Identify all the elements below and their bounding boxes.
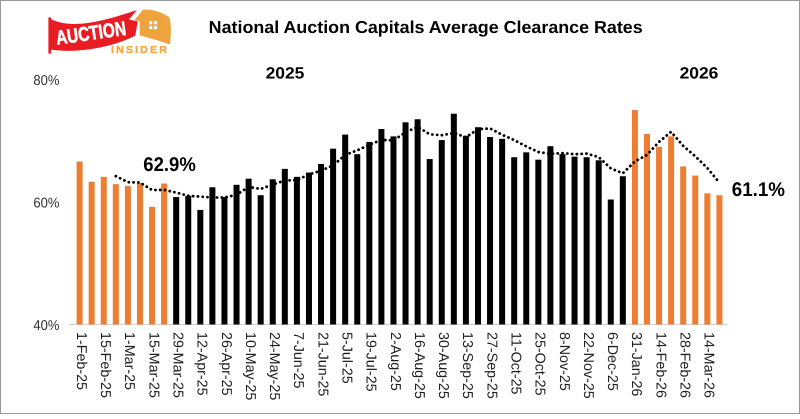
svg-text:1-Feb-25: 1-Feb-25 xyxy=(73,332,89,390)
svg-text:30-Aug-25: 30-Aug-25 xyxy=(435,332,451,399)
svg-text:27-Sep-25: 27-Sep-25 xyxy=(483,332,499,399)
svg-text:15-Mar-25: 15-Mar-25 xyxy=(145,332,161,398)
svg-text:13-Sep-25: 13-Sep-25 xyxy=(459,332,475,399)
svg-text:National Auction Capitals Aver: National Auction Capitals Average Cleara… xyxy=(209,17,643,37)
svg-text:60%: 60% xyxy=(33,195,59,211)
svg-text:14-Mar-26: 14-Mar-26 xyxy=(701,332,717,398)
svg-text:22-Nov-25: 22-Nov-25 xyxy=(580,332,596,399)
svg-text:14-Feb-26: 14-Feb-26 xyxy=(652,332,668,398)
svg-text:2025: 2025 xyxy=(266,65,305,83)
svg-text:40%: 40% xyxy=(33,318,59,334)
svg-text:12-Apr-25: 12-Apr-25 xyxy=(194,332,210,396)
svg-text:24-May-25: 24-May-25 xyxy=(266,332,282,400)
svg-text:8-Nov-25: 8-Nov-25 xyxy=(556,332,572,391)
svg-text:5-Jul-25: 5-Jul-25 xyxy=(338,332,354,384)
svg-text:11-Oct-25: 11-Oct-25 xyxy=(507,332,523,395)
svg-text:61.1%: 61.1% xyxy=(732,179,786,201)
svg-text:25-Oct-25: 25-Oct-25 xyxy=(532,332,548,396)
svg-text:28-Feb-26: 28-Feb-26 xyxy=(677,332,693,398)
svg-text:2-Aug-25: 2-Aug-25 xyxy=(387,332,403,391)
svg-text:26-Apr-25: 26-Apr-25 xyxy=(218,332,234,396)
svg-text:21-Jun-25: 21-Jun-25 xyxy=(314,332,330,396)
svg-text:15-Feb-25: 15-Feb-25 xyxy=(97,332,113,398)
svg-text:62.9%: 62.9% xyxy=(143,154,196,176)
svg-text:6-Dec-25: 6-Dec-25 xyxy=(604,332,620,391)
svg-text:19-Jul-25: 19-Jul-25 xyxy=(363,332,379,392)
svg-text:7-Jun-25: 7-Jun-25 xyxy=(290,332,306,388)
svg-text:INSIDER: INSIDER xyxy=(111,45,169,56)
svg-text:31-Jan-26: 31-Jan-26 xyxy=(628,332,644,396)
svg-text:29-Mar-25: 29-Mar-25 xyxy=(169,332,185,398)
svg-text:10-May-25: 10-May-25 xyxy=(242,332,258,400)
svg-text:2026: 2026 xyxy=(680,65,719,83)
svg-text:16-Aug-25: 16-Aug-25 xyxy=(411,332,427,399)
svg-text:1-Mar-25: 1-Mar-25 xyxy=(121,332,137,390)
svg-text:80%: 80% xyxy=(33,73,59,89)
